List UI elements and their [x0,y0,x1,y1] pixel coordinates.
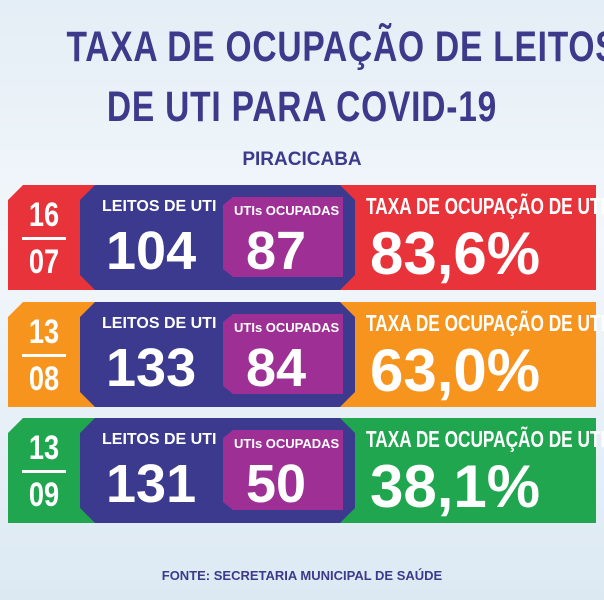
date-day: 13 [28,429,60,467]
beds-label: LEITOS DE UTI [102,315,217,332]
date-divider [22,354,66,357]
rate-label: TAXA DE OCUPAÇÃO DE UTI [366,310,604,336]
occupancy-row: 13 08 LEITOS DE UTI 133 UTIs OCUPADAS 84 … [8,302,604,407]
occupied-label: UTIs OCUPADAS [234,203,340,218]
beds-value: 133 [106,338,197,398]
date-month: 08 [28,360,60,398]
title-line-2: DE UTI PARA COVID-19 [106,83,498,131]
occupied-panel [223,314,343,394]
beds-label: LEITOS DE UTI [102,198,217,215]
occupied-value: 87 [246,221,307,281]
date-day: 16 [28,196,60,234]
rate-value: 63,0% [370,337,541,404]
rate-value: 38,1% [370,453,541,520]
occupied-panel [223,430,343,510]
occupied-value: 84 [246,338,307,398]
title-line-1: TAXA DE OCUPAÇÃO DE LEITOS [66,23,604,71]
occupied-label: UTIs OCUPADAS [234,436,340,451]
date-divider [22,470,66,473]
date-month: 07 [28,243,60,281]
occupancy-row: 16 07 LEITOS DE UTI 104 UTIs OCUPADAS 87 … [8,185,604,290]
date: 16 07 [8,185,80,290]
occupied-label: UTIs OCUPADAS [234,320,340,335]
source-text: FONTE: SECRETARIA MUNICIPAL DE SAÚDE [161,568,443,583]
beds-value: 131 [106,454,197,514]
city-name: PIRACICABA [242,149,362,170]
date: 13 08 [8,302,80,407]
occupied-panel [223,197,343,277]
rate-label: TAXA DE OCUPAÇÃO DE UTI [366,193,604,219]
date: 13 09 [8,418,80,523]
rate-value: 83,6% [370,220,541,287]
beds-label: LEITOS DE UTI [102,431,217,448]
occupied-value: 50 [246,454,307,514]
date-month: 09 [28,476,60,514]
date-divider [22,237,66,240]
beds-value: 104 [106,221,197,281]
occupancy-row: 13 09 LEITOS DE UTI 131 UTIs OCUPADAS 50 … [8,418,604,523]
rate-label: TAXA DE OCUPAÇÃO DE UTI [366,426,604,452]
date-day: 13 [28,313,60,351]
